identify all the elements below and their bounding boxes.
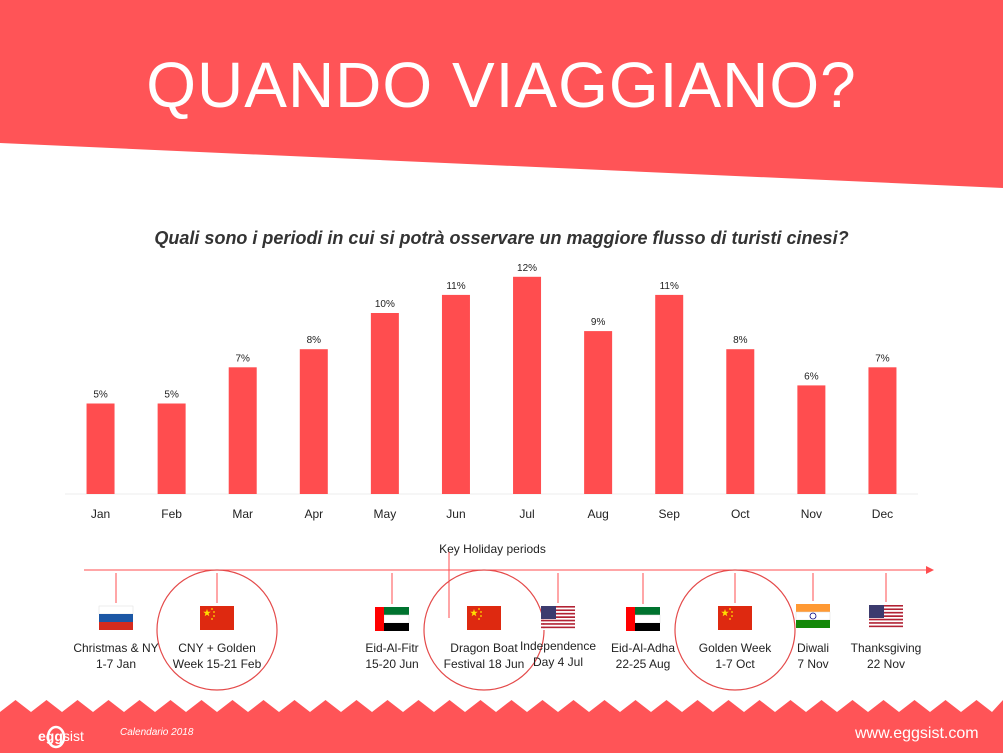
holiday-date: 1-7 Jan [95, 657, 137, 671]
footer-zigzag [0, 700, 1003, 753]
data-label: 8% [733, 335, 748, 346]
website-link[interactable]: www.eggsist.com [855, 725, 979, 742]
data-label: 11% [446, 281, 465, 292]
highlight-circle [674, 569, 796, 691]
holiday-date: 22-25 Aug [615, 657, 671, 671]
bar-feb [157, 403, 186, 494]
header-band [0, 0, 1003, 188]
china-flag-icon [200, 606, 234, 630]
holiday-label: Thanksgiving 22 Nov [831, 640, 941, 672]
x-tick-label: Dec [872, 507, 893, 521]
x-tick-label: Jun [446, 507, 465, 521]
chart-subtitle: Quali sono i periodi in cui si potrà oss… [154, 228, 849, 248]
holiday-date: 1-7 Oct [715, 657, 755, 671]
highlight-circle [423, 569, 545, 691]
x-tick-label: Apr [304, 507, 323, 521]
holiday-label: Independence Day 4 Jul [503, 638, 613, 670]
china-flag-icon [718, 606, 752, 630]
x-tick-label: Oct [731, 507, 750, 521]
bar-nov [797, 385, 826, 494]
data-label: 9% [591, 317, 606, 328]
data-label: 12% [517, 263, 537, 274]
holiday-name: Golden Week [698, 641, 772, 655]
holiday-name: Christmas & NY [73, 641, 159, 655]
calendar-label: Calendario 2018 [120, 727, 194, 738]
holiday-date: 22 Nov [866, 657, 906, 671]
data-label: 11% [660, 281, 679, 292]
data-label: 5% [93, 390, 108, 401]
holiday-label: Christmas & NY 1-7 Jan [61, 640, 171, 672]
logo-prefix: egg [38, 728, 63, 744]
x-tick-label: Mar [232, 507, 253, 521]
holiday-label: Eid-Al-Fitr 15-20 Jun [337, 640, 447, 672]
holiday-date: Festival 18 Jun [443, 657, 525, 671]
russia-flag-icon [98, 605, 134, 630]
timeline-arrow-head [926, 566, 934, 574]
holiday-name: Thanksgiving [850, 641, 922, 655]
bar-dec [868, 367, 897, 494]
highlight-circle [156, 569, 278, 691]
brand-logo: eggsist [38, 728, 84, 744]
holiday-name: Dragon Boat [450, 641, 518, 655]
x-tick-label: Jan [91, 507, 110, 521]
holiday-label: Dragon Boat Festival 18 Jun [429, 640, 539, 672]
bar-jan [86, 403, 115, 494]
data-label: 5% [164, 390, 179, 401]
x-tick-label: Jul [519, 507, 534, 521]
data-label: 7% [875, 353, 890, 364]
data-label: 8% [307, 335, 322, 346]
holiday-name: Eid-Al-Fitr [365, 641, 419, 655]
x-tick-label: Sep [659, 507, 681, 521]
holiday-label: Golden Week 1-7 Oct [680, 640, 790, 672]
usa-flag-icon [541, 606, 575, 630]
bar-sep [655, 294, 684, 494]
x-tick-label: Feb [161, 507, 182, 521]
uae-flag-icon [375, 607, 410, 631]
holiday-name: Eid-Al-Adha [610, 641, 676, 655]
holiday-name: Independence [519, 639, 597, 653]
holiday-date: 7 Nov [797, 657, 829, 671]
bar-aug [584, 331, 613, 494]
india-flag-icon [795, 604, 831, 628]
holiday-name: CNY + Golden [178, 641, 256, 655]
data-label: 6% [804, 371, 819, 382]
x-tick-label: Aug [587, 507, 608, 521]
x-tick-label: May [374, 507, 397, 521]
bar-jun [441, 294, 470, 494]
data-label: 7% [235, 353, 250, 364]
usa-flag-icon [869, 605, 903, 629]
page-title: QUANDO VIAGGIANO? [146, 49, 857, 121]
uae-flag-icon [626, 607, 661, 631]
holiday-label: CNY + Golden Week 15-21 Feb [162, 640, 272, 672]
bar-mar [228, 367, 257, 494]
egg-logo-icon [46, 725, 66, 749]
holiday-name: Diwali [796, 641, 829, 655]
holiday-date: 15-20 Jun [365, 657, 419, 671]
x-tick-label: Nov [801, 507, 822, 521]
holiday-label: Diwali 7 Nov [758, 640, 868, 672]
data-label: 10% [375, 299, 395, 310]
bar-apr [299, 349, 328, 494]
logo-suffix: sist [62, 728, 84, 744]
timeline-title: Key Holiday periods [439, 542, 546, 556]
bar-chart: 5% Jan 5% Feb 7% Mar 8% Apr 10% May 11% Jun 12% Jul 9%… [65, 263, 918, 521]
holiday-date: Day 4 Jul [532, 655, 584, 669]
bar-jul [513, 276, 542, 494]
china-flag-icon [467, 606, 501, 630]
bar-oct [726, 349, 755, 494]
holiday-date: Week 15-21 Feb [172, 657, 262, 671]
holiday-label: Eid-Al-Adha 22-25 Aug [588, 640, 698, 672]
bar-may [370, 313, 399, 494]
footer-band [0, 700, 1003, 753]
